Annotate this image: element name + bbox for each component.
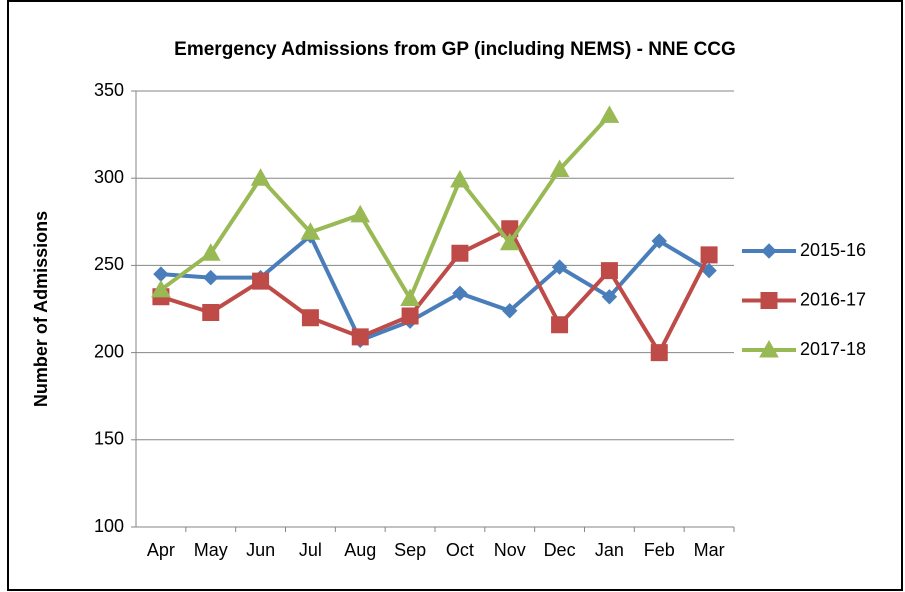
marker: [200, 243, 221, 261]
marker: [350, 204, 371, 223]
marker: [151, 279, 171, 298]
marker: [760, 292, 778, 309]
marker: [451, 244, 469, 262]
series-line: [159, 114, 611, 301]
chart-title: Emergency Admissions from GP (including …: [174, 39, 736, 60]
marker: [351, 328, 369, 346]
marker: [300, 222, 321, 240]
x-tick-label: Aug: [344, 540, 376, 560]
marker: [650, 344, 668, 362]
x-tick-label: May: [194, 540, 228, 560]
marker: [450, 169, 470, 188]
marker: [452, 285, 468, 302]
marker: [549, 159, 570, 177]
x-tick-label: Feb: [644, 540, 675, 560]
x-tick-label: Nov: [494, 540, 526, 560]
y-tick-label: 250: [94, 254, 124, 274]
x-tick-label: Jul: [299, 540, 322, 560]
y-tick-label: 300: [94, 167, 124, 187]
marker: [761, 243, 777, 259]
marker: [601, 289, 618, 305]
marker: [252, 272, 270, 290]
x-tick-label: Apr: [147, 540, 175, 560]
y-tick-label: 100: [94, 516, 124, 536]
x-tick-label: Sep: [394, 540, 426, 560]
x-tick-label: Mar: [694, 540, 725, 560]
marker: [700, 246, 718, 264]
x-tick-label: Jun: [246, 540, 275, 560]
marker: [600, 262, 618, 280]
marker: [301, 309, 319, 327]
marker: [401, 307, 419, 325]
y-axis-label: Number of Admissions: [31, 211, 51, 407]
x-tick-label: Oct: [446, 540, 474, 560]
marker: [759, 339, 779, 358]
marker: [203, 269, 219, 286]
y-tick-label: 150: [94, 429, 124, 449]
marker: [599, 105, 620, 123]
marker: [651, 233, 667, 249]
legend-label: 2015-16: [800, 240, 866, 260]
y-tick-label: 350: [94, 80, 124, 100]
marker: [400, 288, 420, 307]
marker: [499, 232, 520, 251]
marker: [502, 303, 518, 319]
y-tick-label: 200: [94, 341, 124, 361]
marker: [250, 168, 271, 186]
legend-label: 2017-18: [800, 339, 866, 359]
marker: [551, 316, 569, 334]
marker: [551, 259, 568, 275]
legend-label: 2016-17: [800, 289, 866, 309]
x-tick-label: Dec: [544, 540, 576, 560]
marker: [202, 303, 220, 321]
x-tick-label: Jan: [595, 540, 624, 560]
